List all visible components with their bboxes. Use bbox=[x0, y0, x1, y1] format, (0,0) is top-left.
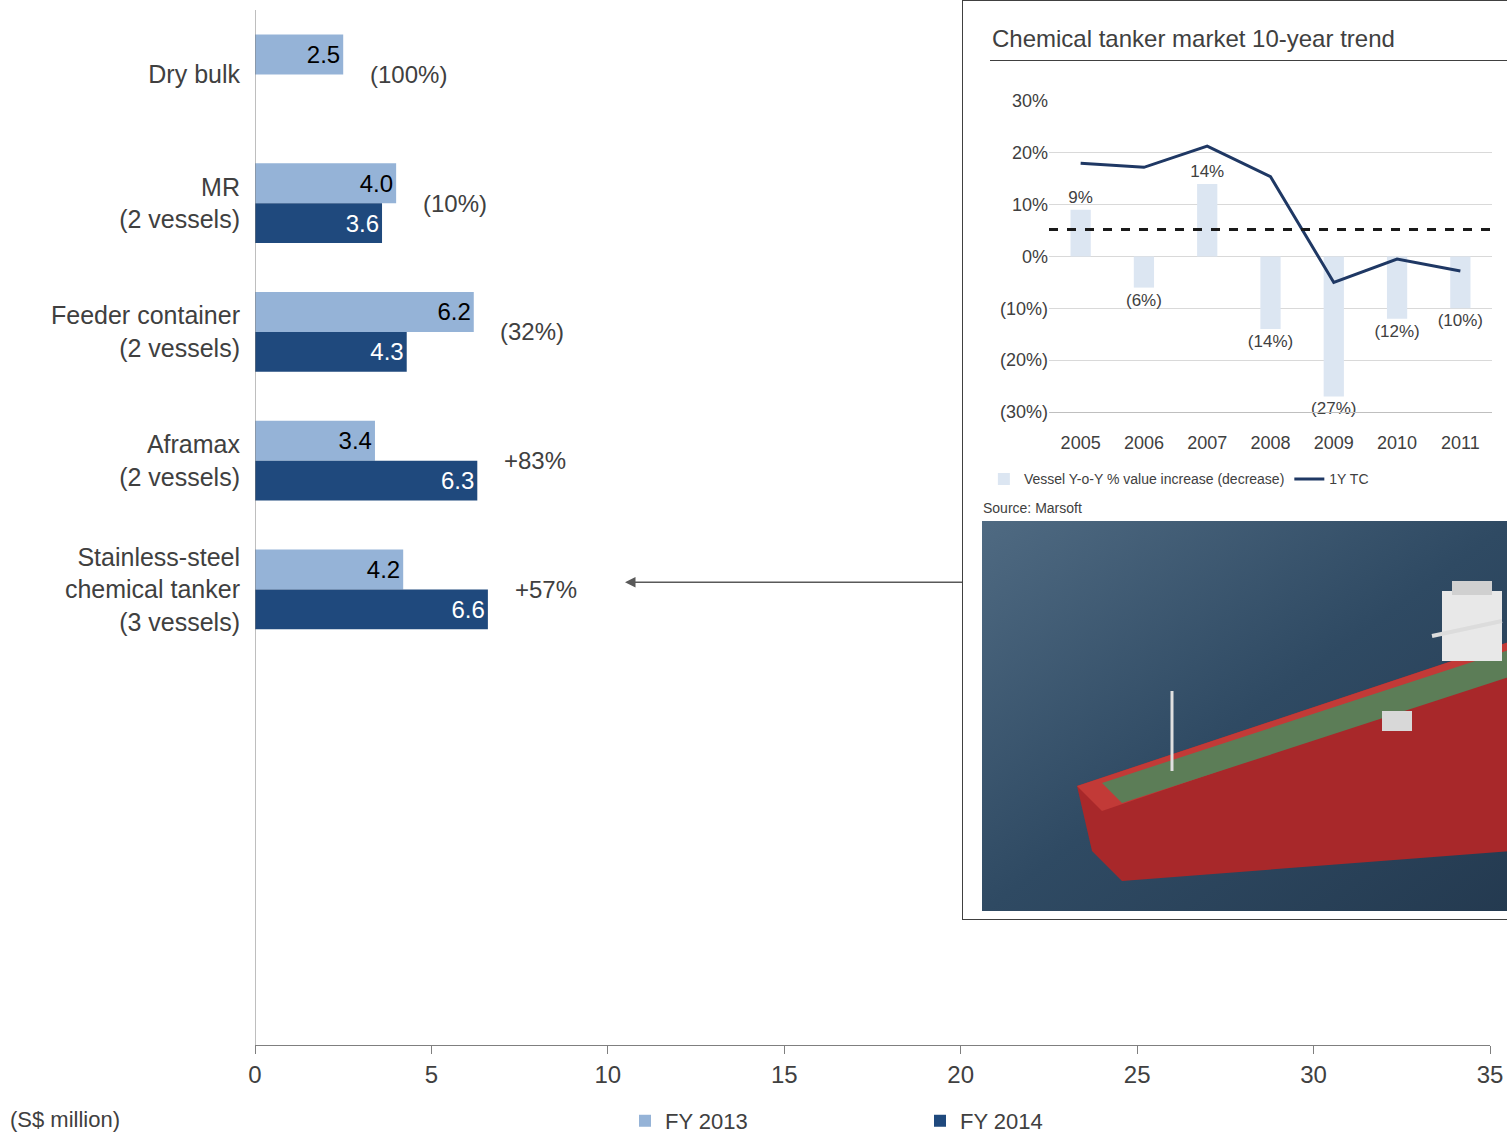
svg-text:3.6: 3.6 bbox=[346, 210, 379, 237]
html-text:Source: Marsoft: Source: Marsoft bbox=[983, 500, 1082, 516]
svg-text:25: 25 bbox=[1124, 1061, 1151, 1088]
svg-text:2.5: 2.5 bbox=[307, 41, 340, 68]
svg-text:(27%): (27%) bbox=[1311, 399, 1356, 418]
svg-text:Stainless-steelchemical tanker: Stainless-steelchemical tanker(3 vessels… bbox=[65, 543, 240, 636]
svg-text:2007: 2007 bbox=[1187, 433, 1227, 453]
svg-text:20: 20 bbox=[947, 1061, 974, 1088]
svg-text:6.6: 6.6 bbox=[452, 596, 485, 623]
svg-text:6.2: 6.2 bbox=[437, 298, 470, 325]
svg-text:30: 30 bbox=[1300, 1061, 1327, 1088]
svg-text:14%: 14% bbox=[1190, 162, 1224, 181]
svg-text:10: 10 bbox=[595, 1061, 622, 1088]
svg-text:1Y TC: 1Y TC bbox=[1329, 471, 1368, 487]
svg-text:Vessel Y-o-Y % value increase: Vessel Y-o-Y % value increase (decrease) bbox=[1024, 471, 1284, 487]
svg-text:2008: 2008 bbox=[1250, 433, 1290, 453]
svg-text:20%: 20% bbox=[1012, 143, 1048, 163]
svg-text:2010: 2010 bbox=[1377, 433, 1417, 453]
svg-text:10%: 10% bbox=[1012, 195, 1048, 215]
svg-text:4.3: 4.3 bbox=[370, 338, 403, 365]
svg-text:(20%): (20%) bbox=[1000, 350, 1048, 370]
svg-text:+83%: +83% bbox=[504, 447, 566, 474]
svg-text:(10%): (10%) bbox=[1438, 311, 1483, 330]
svg-text:Feeder container(2 vessels): Feeder container(2 vessels) bbox=[51, 301, 240, 362]
svg-text:2009: 2009 bbox=[1314, 433, 1354, 453]
svg-text:15: 15 bbox=[771, 1061, 798, 1088]
svg-text:(14%): (14%) bbox=[1248, 332, 1293, 351]
svg-text:4.2: 4.2 bbox=[367, 556, 400, 583]
svg-text:(10%): (10%) bbox=[1000, 299, 1048, 319]
svg-text:(100%): (100%) bbox=[370, 61, 447, 88]
svg-text:30%: 30% bbox=[1012, 91, 1048, 111]
svg-text:0%: 0% bbox=[1022, 247, 1048, 267]
svg-text:(S$ million): (S$ million) bbox=[10, 1107, 120, 1132]
svg-text:(12%): (12%) bbox=[1374, 322, 1419, 341]
svg-text:(6%): (6%) bbox=[1126, 291, 1162, 310]
svg-text:6.3: 6.3 bbox=[441, 467, 474, 494]
svg-text:3.4: 3.4 bbox=[339, 427, 372, 454]
svg-text:FY 2014: FY 2014 bbox=[960, 1109, 1043, 1134]
svg-text:Dry bulk: Dry bulk bbox=[148, 60, 240, 88]
svg-text:Aframax(2 vessels): Aframax(2 vessels) bbox=[119, 430, 240, 491]
svg-text:2006: 2006 bbox=[1124, 433, 1164, 453]
svg-text:5: 5 bbox=[425, 1061, 438, 1088]
svg-text:2005: 2005 bbox=[1061, 433, 1101, 453]
html-text:Chemical tanker market 10-year: Chemical tanker market 10-year trend bbox=[992, 25, 1395, 52]
svg-text:(30%): (30%) bbox=[1000, 402, 1048, 422]
svg-text:9%: 9% bbox=[1068, 188, 1093, 207]
svg-text:(10%): (10%) bbox=[423, 190, 487, 217]
svg-text:2011: 2011 bbox=[1441, 433, 1480, 453]
svg-text:+57%: +57% bbox=[515, 576, 577, 603]
svg-text:FY 2013: FY 2013 bbox=[665, 1109, 748, 1134]
svg-text:4.0: 4.0 bbox=[360, 170, 393, 197]
svg-text:(32%): (32%) bbox=[500, 318, 564, 345]
svg-text:35: 35 bbox=[1477, 1061, 1504, 1088]
svg-text:MR(2 vessels): MR(2 vessels) bbox=[119, 173, 240, 234]
svg-text:0: 0 bbox=[248, 1061, 261, 1088]
